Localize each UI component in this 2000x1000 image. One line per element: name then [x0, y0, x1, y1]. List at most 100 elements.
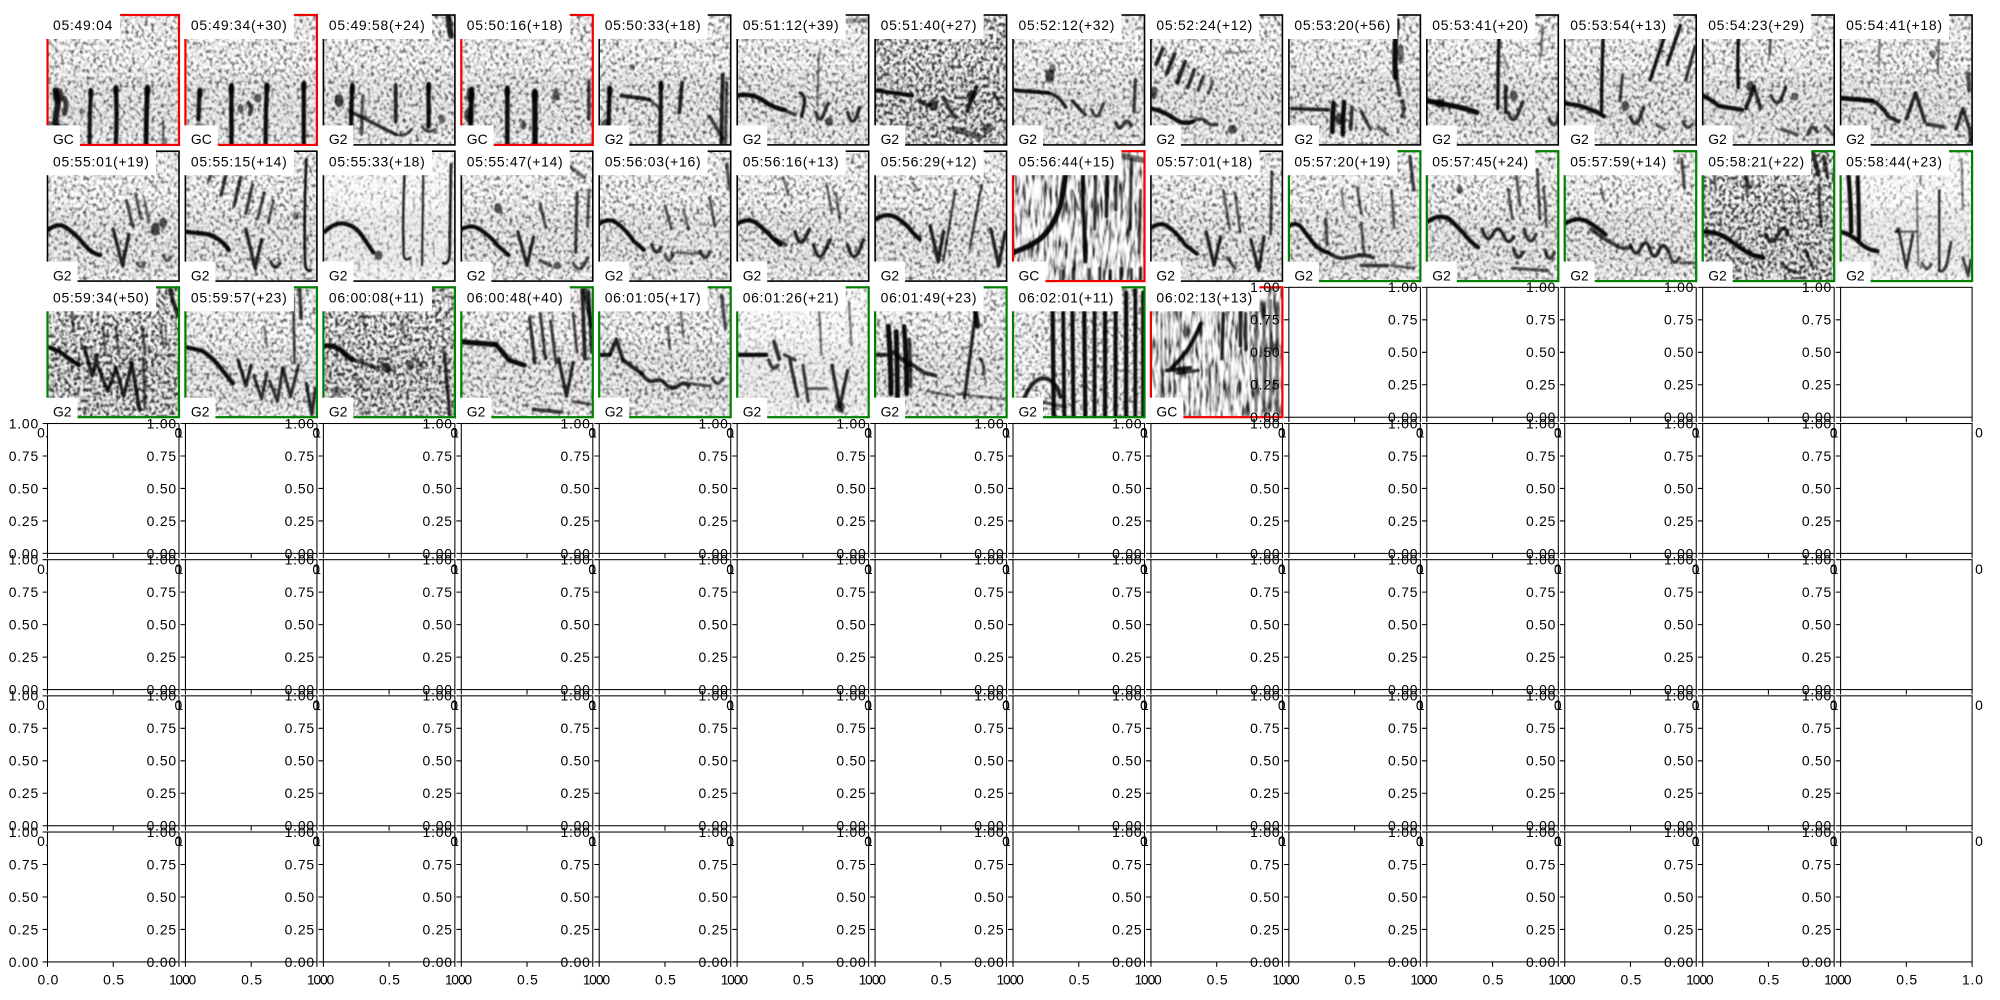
svg-text:1.00: 1.00	[285, 552, 315, 568]
svg-text:0.75: 0.75	[1802, 856, 1832, 872]
svg-text:0.50: 0.50	[147, 753, 177, 769]
svg-text:1.00: 1.00	[285, 415, 315, 431]
svg-text:1.00: 1.00	[974, 415, 1004, 431]
svg-text:0.50: 0.50	[1388, 753, 1418, 769]
svg-text:G2: G2	[743, 267, 762, 283]
svg-text:0.0: 0.0	[1003, 972, 1025, 988]
svg-text:0.50: 0.50	[1802, 617, 1832, 633]
svg-text:G2: G2	[605, 403, 624, 419]
svg-text:0.75: 0.75	[1388, 312, 1418, 328]
svg-text:0.50: 0.50	[974, 480, 1004, 496]
svg-text:G2: G2	[1570, 267, 1589, 283]
svg-text:0.50: 0.50	[836, 889, 866, 905]
svg-text:0.0: 0.0	[1417, 972, 1439, 988]
svg-text:0.50: 0.50	[1250, 344, 1280, 360]
svg-text:05:55:33(+18): 05:55:33(+18)	[329, 153, 426, 169]
svg-text:0.25: 0.25	[1388, 785, 1418, 801]
svg-text:0: 0	[175, 561, 183, 577]
svg-text:1.00: 1.00	[1664, 552, 1694, 568]
svg-text:0.75: 0.75	[698, 856, 728, 872]
svg-text:1: 1	[1003, 697, 1011, 713]
svg-text:0: 0	[312, 697, 320, 713]
svg-text:0.25: 0.25	[1664, 377, 1694, 393]
svg-text:1: 1	[175, 697, 183, 713]
svg-text:1.0: 1.0	[1962, 972, 1984, 988]
svg-text:0.75: 0.75	[1388, 720, 1418, 736]
svg-text:1: 1	[1555, 833, 1563, 849]
svg-text:0.00: 0.00	[836, 545, 866, 561]
svg-text:1.00: 1.00	[147, 552, 177, 568]
svg-text:1: 1	[1555, 561, 1563, 577]
svg-text:0.00: 0.00	[698, 954, 728, 970]
svg-text:1.00: 1.00	[1526, 824, 1556, 840]
svg-text:0.50: 0.50	[147, 889, 177, 905]
svg-text:1.00: 1.00	[1802, 552, 1832, 568]
svg-text:1: 1	[1003, 425, 1011, 441]
svg-text:0.00: 0.00	[147, 682, 177, 698]
svg-text:0.25: 0.25	[285, 785, 315, 801]
svg-text:0.50: 0.50	[1388, 617, 1418, 633]
svg-text:0: 0	[1830, 833, 1838, 849]
svg-text:0.25: 0.25	[1802, 377, 1832, 393]
svg-text:1.00: 1.00	[1250, 279, 1280, 295]
svg-text:0.75: 0.75	[836, 584, 866, 600]
svg-text:0.50: 0.50	[1664, 344, 1694, 360]
svg-text:G2: G2	[1156, 131, 1175, 147]
svg-text:0.50: 0.50	[560, 889, 590, 905]
svg-text:0.25: 0.25	[1802, 649, 1832, 665]
svg-text:1.00: 1.00	[1388, 824, 1418, 840]
svg-text:05:55:15(+14): 05:55:15(+14)	[191, 153, 288, 169]
svg-text:G2: G2	[881, 267, 900, 283]
svg-text:1: 1	[727, 697, 735, 713]
svg-text:0.50: 0.50	[1526, 344, 1556, 360]
svg-text:1.00: 1.00	[560, 552, 590, 568]
svg-text:0.0: 0.0	[313, 972, 335, 988]
svg-text:G2: G2	[1156, 267, 1175, 283]
svg-text:1.00: 1.00	[836, 415, 866, 431]
svg-text:0.75: 0.75	[1112, 856, 1142, 872]
svg-text:0.00: 0.00	[698, 545, 728, 561]
svg-text:0.0: 0.0	[1693, 972, 1715, 988]
svg-text:0.50: 0.50	[560, 480, 590, 496]
svg-text:1: 1	[1279, 697, 1287, 713]
svg-text:0.25: 0.25	[147, 513, 177, 529]
svg-text:1.00: 1.00	[1388, 552, 1418, 568]
svg-text:1: 1	[1831, 425, 1839, 441]
svg-text:0.50: 0.50	[698, 889, 728, 905]
svg-text:0.75: 0.75	[9, 448, 39, 464]
svg-text:0.50: 0.50	[285, 480, 315, 496]
svg-text:1.00: 1.00	[9, 552, 39, 568]
svg-text:1: 1	[1693, 697, 1701, 713]
svg-text:1.00: 1.00	[1112, 824, 1142, 840]
svg-text:G2: G2	[329, 267, 348, 283]
svg-text:0.00: 0.00	[560, 682, 590, 698]
svg-text:0.5: 0.5	[103, 972, 125, 988]
svg-text:05:51:12(+39): 05:51:12(+39)	[743, 17, 840, 33]
svg-text:0.00: 0.00	[1664, 545, 1694, 561]
svg-text:0.50: 0.50	[1112, 617, 1142, 633]
svg-text:G2: G2	[1294, 267, 1313, 283]
svg-text:1.00: 1.00	[1112, 688, 1142, 704]
svg-text:1.0: 1.0	[445, 972, 467, 988]
svg-text:0: 0	[1830, 425, 1838, 441]
svg-text:0.75: 0.75	[1802, 312, 1832, 328]
svg-text:1.00: 1.00	[1250, 688, 1280, 704]
svg-text:0.50: 0.50	[147, 480, 177, 496]
svg-text:0.00: 0.00	[974, 545, 1004, 561]
svg-text:G2: G2	[191, 267, 210, 283]
svg-text:0.00: 0.00	[1802, 818, 1832, 834]
svg-text:0: 0	[1278, 425, 1286, 441]
svg-text:1: 1	[1417, 833, 1425, 849]
svg-text:0.: 0.	[37, 425, 49, 441]
svg-text:0.75: 0.75	[285, 856, 315, 872]
svg-text:0.25: 0.25	[1802, 785, 1832, 801]
svg-text:06:02:01(+11): 06:02:01(+11)	[1019, 290, 1115, 306]
svg-text:0.25: 0.25	[1250, 649, 1280, 665]
svg-text:0.75: 0.75	[1112, 584, 1142, 600]
svg-text:05:59:57(+23): 05:59:57(+23)	[191, 290, 288, 306]
svg-text:05:53:20(+56): 05:53:20(+56)	[1294, 17, 1391, 33]
svg-text:0.0: 0.0	[37, 972, 59, 988]
svg-text:1.00: 1.00	[423, 415, 453, 431]
svg-text:1.00: 1.00	[423, 688, 453, 704]
svg-text:0.25: 0.25	[1802, 513, 1832, 529]
